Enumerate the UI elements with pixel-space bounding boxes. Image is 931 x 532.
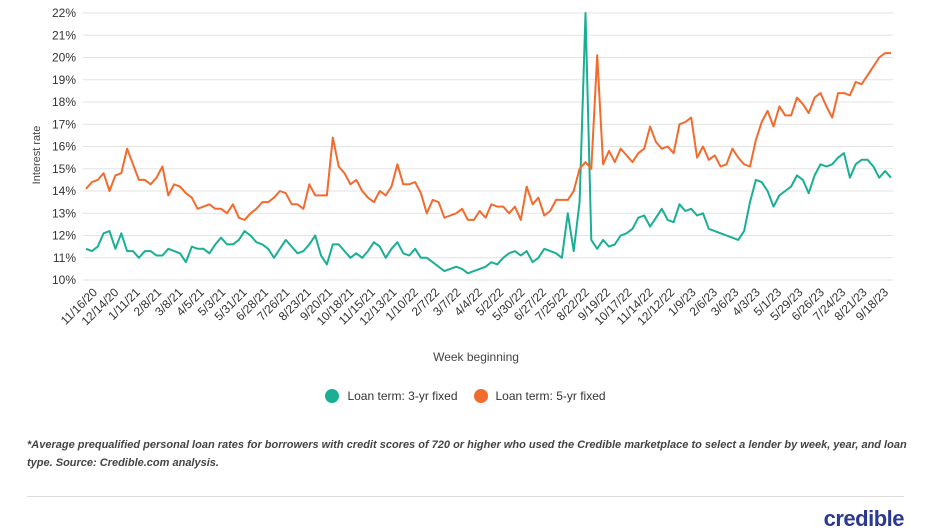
legend: Loan term: 3-yr fixed Loan term: 5-yr fi…: [0, 389, 931, 403]
y-tick-label: 22%: [52, 6, 76, 20]
y-tick-label: 15%: [52, 162, 76, 176]
x-axis-ticks: 11/16/2012/14/201/11/212/8/213/8/214/5/2…: [58, 285, 892, 328]
y-tick-label: 10%: [52, 273, 76, 287]
y-tick-label: 21%: [52, 28, 76, 42]
legend-swatch-5yr: [473, 389, 488, 403]
y-tick-label: 16%: [52, 140, 76, 154]
series-line-3yr-fixed: [85, 12, 892, 275]
y-tick-label: 13%: [52, 206, 76, 220]
footnote: *Average prequalified personal loan rate…: [27, 439, 907, 469]
legend-swatch-3yr: [325, 389, 340, 403]
credible-logo[interactable]: credible: [823, 506, 905, 531]
divider: [27, 496, 904, 497]
line-chart: 10%11%12%13%14%15%16%17%18%19%20%21%22% …: [31, 6, 893, 364]
y-tick-label: 11%: [53, 251, 76, 265]
legend-item-5yr[interactable]: Loan term: 5-yr fixed: [473, 389, 606, 403]
y-axis-ticks: 10% 11% 12% 13% 14% 15% 16% 17% 18% 19% 20% 21% 22%: [52, 6, 76, 287]
y-tick-label: 17%: [52, 117, 76, 131]
gridlines: [83, 12, 893, 281]
legend-label-5yr: Loan term: 5-yr fixed: [495, 389, 606, 403]
y-tick-label: 18%: [52, 95, 76, 109]
legend-label-3yr: Loan term: 3-yr fixed: [347, 389, 458, 403]
y-tick-label: 20%: [52, 51, 76, 65]
x-axis-label: Week beginning: [433, 350, 519, 364]
series-lines: [85, 12, 892, 275]
y-axis-label: Interest rate: [31, 126, 43, 185]
series-line-5yr-fixed: [85, 52, 891, 221]
y-tick-label: 12%: [52, 229, 76, 243]
y-tick-label: 14%: [52, 184, 76, 198]
legend-item-3yr[interactable]: Loan term: 3-yr fixed: [325, 389, 458, 403]
y-tick-label: 19%: [52, 73, 76, 87]
